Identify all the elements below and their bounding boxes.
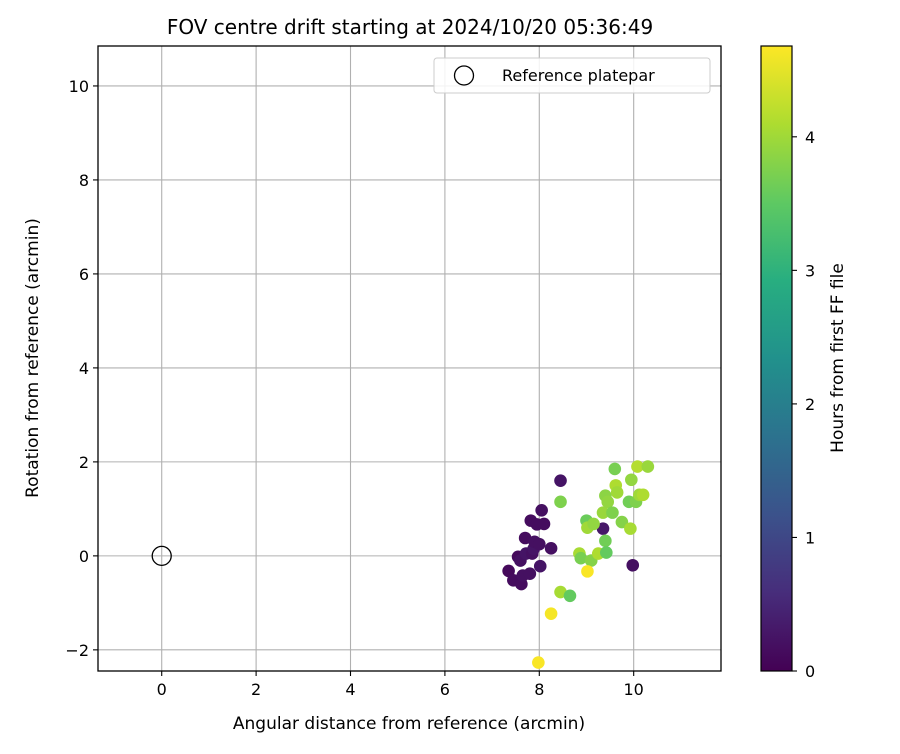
data-point [625,473,638,487]
reference-platepar-marker [151,545,172,567]
legend-box [433,57,711,94]
points-layer [502,460,655,669]
data-point [636,488,650,502]
data-point [606,506,619,519]
data-point [533,559,547,573]
x-axis-label: Angular distance from reference (arcmin) [233,714,585,734]
y-axis-label: Rotation from reference (arcmin) [23,218,43,498]
plot-frame [97,45,722,672]
data-point [587,517,600,531]
chart-title: FOV centre drift starting at 2024/10/20 … [167,15,653,39]
colorbar-tick-label: 2 [805,395,815,414]
y-tick-label: 2 [79,453,89,472]
colorbar-frame [760,45,793,672]
colorbar-ticks: 0 1 2 3 4 [792,128,815,681]
data-point [626,558,640,572]
y-tick-label: 10 [69,77,89,96]
reference-layer [151,545,172,567]
data-point [537,517,551,531]
colorbar-tick-label: 3 [805,261,815,280]
data-point [502,564,515,578]
x-tick-label: 8 [534,680,544,699]
x-ticks: 0 2 4 6 8 10 [157,671,644,699]
y-tick-label: 4 [79,359,89,378]
data-point [518,531,532,545]
data-point [601,495,615,509]
x-tick-label: 6 [440,680,450,699]
y-ticks: −2 0 2 4 6 8 10 [65,77,98,660]
colorbar: 0 1 2 3 4 Hours from first FF file [760,45,848,681]
legend-marker-icon [453,65,475,86]
data-point [535,503,548,517]
colorbar-tick-label: 0 [805,662,815,681]
data-point [563,589,577,603]
colorbar-label: Hours from first FF file [828,263,848,453]
data-point [600,546,613,559]
colorbar-tick-label: 4 [805,128,815,147]
data-point [615,515,629,529]
data-point [631,460,644,473]
x-tick-label: 10 [624,680,644,699]
colorbar-tick-label: 1 [805,528,815,547]
grid-layer [98,46,721,671]
data-point [532,537,546,551]
data-point [596,522,610,535]
data-point [574,551,588,565]
legend-entry-reference-platepar: Reference platepar [502,66,655,85]
data-point [641,460,655,473]
y-tick-label: 0 [79,547,89,566]
data-point [544,542,558,555]
x-tick-label: 0 [157,680,167,699]
data-point [624,522,637,535]
colorbar-gradient [761,46,792,671]
data-point [581,565,594,578]
data-point [608,462,622,476]
data-point [599,534,612,548]
data-point [554,474,567,487]
data-point [596,506,610,519]
y-tick-label: 8 [79,171,89,190]
data-point [554,585,567,599]
data-point [523,567,537,581]
legend: Reference platepar [433,57,711,94]
data-point [610,486,624,499]
y-tick-label: 6 [79,265,89,284]
data-point [554,495,567,509]
data-point [544,607,558,620]
x-tick-label: 4 [345,680,355,699]
x-tick-label: 2 [251,680,261,699]
data-point [532,656,545,669]
y-tick-label: −2 [65,641,89,660]
